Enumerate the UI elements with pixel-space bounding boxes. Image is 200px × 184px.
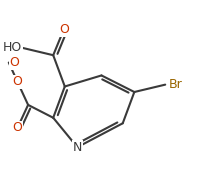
Text: N: N [73,141,82,154]
Text: O: O [13,121,22,134]
Text: HO: HO [3,41,22,54]
Text: O: O [59,23,69,36]
Text: O: O [13,75,22,88]
Text: O: O [10,56,20,69]
Text: Br: Br [169,78,183,91]
